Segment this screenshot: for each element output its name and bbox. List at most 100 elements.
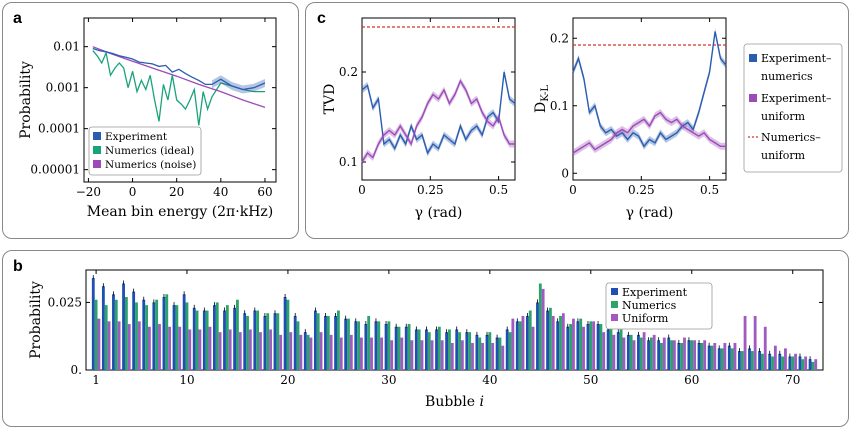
- panel-b-bar-numerics: [811, 361, 815, 370]
- panel-b-bar-experiment: [192, 307, 196, 370]
- panel-b-legend-swatch: [611, 314, 618, 321]
- panel-b-bar-experiment: [293, 315, 297, 370]
- panel-b-xtick-label: 50: [583, 373, 598, 387]
- panel-b-bar-numerics: [771, 356, 774, 370]
- panel-c-left-ytick-label: 0.2: [339, 65, 358, 79]
- panel-b-bar-uniform: [531, 326, 535, 370]
- panel-c-right-xtick-label: 0: [569, 183, 577, 197]
- panel-c-left-xtick-label: 0: [358, 183, 366, 197]
- panel-c-left-xtick-label: 0.25: [417, 183, 444, 197]
- panel-b-bar-uniform: [440, 340, 444, 370]
- panel-b-bar-numerics: [266, 313, 270, 370]
- panel-b-bar-numerics: [225, 305, 229, 370]
- panel-a-legend-label: Numerics (noise): [105, 159, 196, 171]
- panel-b-bar-uniform: [188, 329, 192, 370]
- panel-c-right-xlabel: γ (rad): [626, 205, 674, 221]
- panel-b-bar-uniform: [541, 288, 545, 370]
- panel-c-legend-label: Experiment–: [761, 92, 832, 105]
- panel-b-bar-numerics: [781, 356, 785, 370]
- panel-b-bar-uniform: [703, 340, 707, 370]
- panel-b-bar-experiment: [566, 326, 570, 370]
- panel-b-bar-uniform: [450, 342, 454, 370]
- panel-b-bar-uniform: [279, 334, 283, 370]
- panel-c-legend-swatch-exp-num: [749, 54, 757, 62]
- panel-b-bar-uniform: [309, 337, 313, 370]
- panel-b-bar-numerics: [175, 305, 179, 370]
- panel-b-bar-experiment: [445, 332, 449, 370]
- panel-a-legend-swatch: [93, 160, 101, 168]
- panel-a-xtick-label: 40: [213, 185, 228, 199]
- panel-b-xlabel: Bubble i: [425, 394, 484, 410]
- panel-b-bar-numerics: [407, 324, 411, 370]
- panel-b-bar-numerics: [478, 337, 482, 370]
- panel-c-legend-label: uniform: [761, 110, 806, 123]
- panel-c-left-series-experiment-uniform: [361, 79, 515, 163]
- panel-b-bar-uniform: [814, 359, 818, 370]
- panel-b-bar-uniform: [460, 340, 464, 370]
- panel-a-xtick-label: 20: [169, 185, 184, 199]
- panel-b-bar-uniform: [370, 337, 373, 370]
- panel-b-bar-experiment: [465, 332, 469, 370]
- panel-b-bar-experiment: [647, 340, 650, 370]
- panel-b-bar-experiment: [475, 334, 479, 370]
- panel-b-bar-numerics: [761, 353, 764, 370]
- panel-b-bar-numerics: [256, 310, 260, 370]
- panel-a-xtick-label: −20: [76, 185, 101, 199]
- panel-b-bar-uniform: [107, 321, 111, 370]
- panel-b-xtick-label: 1: [92, 373, 100, 387]
- panel-b-bar-uniform: [390, 340, 394, 370]
- panel-b-bar-experiment: [425, 329, 428, 370]
- panel-b-legend-swatch: [611, 301, 618, 308]
- panel-b-xtick-label: 10: [179, 373, 194, 387]
- panel-b-legend-box: [605, 282, 713, 330]
- panel-b-bar-uniform: [299, 334, 303, 370]
- panel-b-bar-uniform: [683, 337, 686, 370]
- panel-b-bar-uniform: [561, 313, 565, 370]
- panel-b-bar-uniform: [501, 345, 505, 370]
- panel-a-label: a: [13, 10, 22, 27]
- panel-b-bar-numerics: [468, 332, 472, 370]
- panel-b-bar-numerics: [740, 351, 744, 370]
- panel-b-bar-uniform: [713, 342, 717, 370]
- panel-a: [2, 2, 299, 239]
- panel-b-bar-experiment: [616, 332, 620, 370]
- panel-b-bar-numerics: [135, 302, 138, 370]
- panel-b-bar-numerics: [720, 348, 724, 370]
- panel-b-bar-numerics: [629, 334, 633, 370]
- panel-b-bar-numerics: [357, 321, 361, 370]
- panel-a-ytick-label: 0.00001: [30, 163, 80, 177]
- panel-c-left-xtick-label: 0.5: [489, 183, 508, 197]
- panel-b-bar-experiment: [364, 324, 368, 370]
- panel-b-bar-uniform: [723, 342, 727, 370]
- panel-b-bar-experiment: [727, 345, 731, 370]
- panel-b-bar-uniform: [773, 345, 777, 370]
- panel-b-bar-experiment: [112, 294, 115, 370]
- panel-b-bar-numerics: [670, 340, 673, 370]
- panel-b-bar-numerics: [397, 326, 401, 370]
- panel-c-label: c: [317, 10, 326, 27]
- panel-c-right-ytick-label: 0: [561, 166, 569, 180]
- panel-a-legend-label: Numerics (ideal): [105, 145, 194, 157]
- panel-b-bar-experiment: [505, 329, 509, 370]
- panel-b-bar-experiment: [324, 315, 327, 370]
- panel-b-legend-label: Experiment: [622, 286, 688, 299]
- panel-b-bar-numerics: [104, 305, 108, 370]
- panel-b-bar-experiment: [626, 334, 630, 370]
- panel-a-axes-frame: [83, 17, 277, 183]
- panel-b-bar-numerics: [145, 305, 148, 370]
- panel-b-bar-numerics: [296, 321, 300, 370]
- panel-b-bar-uniform: [612, 334, 616, 370]
- panel-b-bar-uniform: [592, 321, 596, 370]
- panel-b-bar-uniform: [269, 329, 272, 370]
- panel-b-bar-numerics: [155, 299, 159, 370]
- panel-b-bar-experiment: [485, 334, 489, 370]
- panel-b-bar-experiment: [657, 340, 661, 370]
- panel-b-bar-experiment: [354, 321, 358, 370]
- panel-b-bar-experiment: [435, 329, 438, 370]
- panel-a-series-numerics-ideal: [92, 50, 265, 126]
- panel-b-bar-uniform: [652, 334, 656, 370]
- panel-b-bar-uniform: [248, 329, 252, 370]
- panel-c-right-series-experiment-numerics-band: [573, 28, 726, 150]
- panel-b-bar-numerics: [498, 337, 502, 370]
- panel-b-bar-experiment: [404, 326, 408, 370]
